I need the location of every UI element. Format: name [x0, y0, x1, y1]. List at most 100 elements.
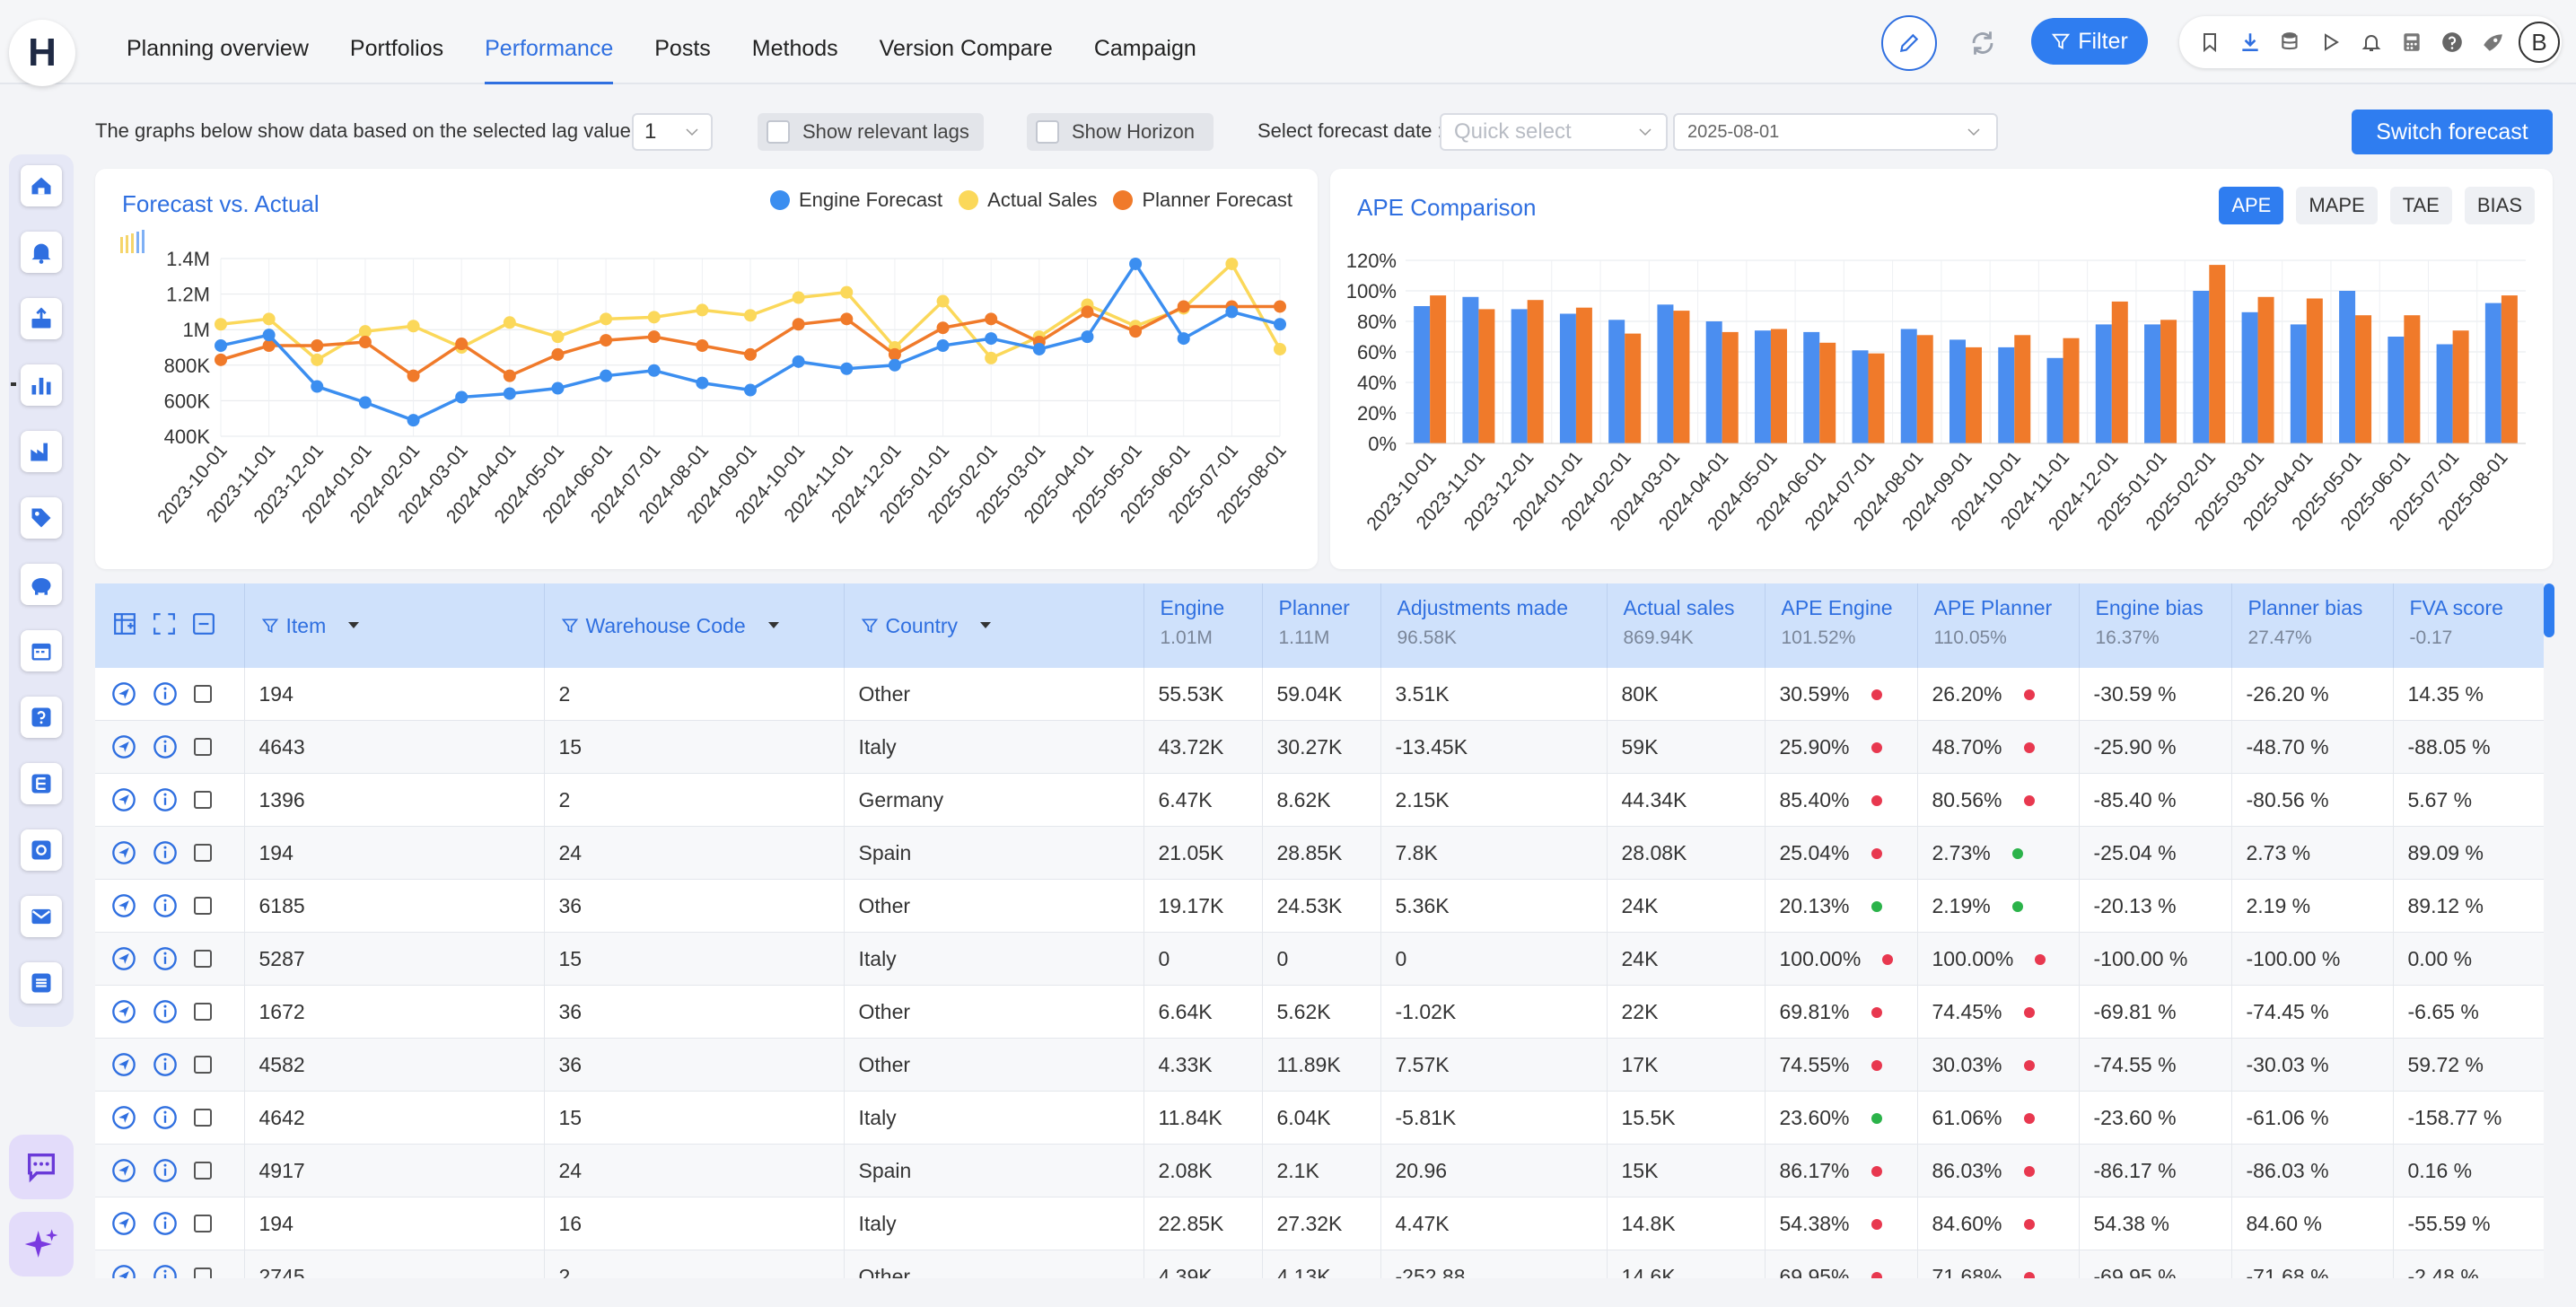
- header-warehouse-code[interactable]: Warehouse Code: [544, 583, 845, 668]
- table-row[interactable]: 6185 36 Other 19.17K 24.53K 5.36K 24K 20.13% 2.1…: [95, 879, 2544, 933]
- tab-planning-overview[interactable]: Planning overview: [127, 36, 309, 61]
- header-item[interactable]: Item: [244, 583, 545, 668]
- metric-tab-ape[interactable]: APE: [2219, 187, 2284, 224]
- series-point[interactable]: [696, 339, 709, 353]
- series-point[interactable]: [503, 387, 516, 400]
- series-point[interactable]: [215, 318, 227, 331]
- collapse-icon[interactable]: [192, 612, 215, 636]
- sidebar-item-tags[interactable]: [21, 497, 62, 539]
- header-country[interactable]: Country: [844, 583, 1144, 668]
- bar-planner[interactable]: [2160, 320, 2177, 443]
- bar-engine[interactable]: [1511, 309, 1528, 443]
- legend-planner[interactable]: Planner Forecast: [1113, 189, 1292, 212]
- table-scrollbar[interactable]: [2544, 583, 2554, 637]
- sidebar-item-alerts[interactable]: [21, 232, 62, 273]
- tab-performance[interactable]: Performance: [464, 0, 634, 84]
- header-planner[interactable]: Planner 1.11M: [1262, 583, 1381, 668]
- info-icon[interactable]: [153, 946, 178, 971]
- lag-select[interactable]: 1: [632, 113, 713, 151]
- series-point[interactable]: [744, 309, 757, 322]
- bar-engine[interactable]: [2388, 337, 2405, 443]
- row-checkbox[interactable]: [194, 1268, 212, 1278]
- bar-planner[interactable]: [2404, 315, 2421, 443]
- header-ape-planner[interactable]: APE Planner 110.05%: [1917, 583, 2080, 668]
- series-point[interactable]: [455, 338, 469, 351]
- header-engine-bias[interactable]: Engine bias 16.37%: [2079, 583, 2232, 668]
- bar-engine[interactable]: [1950, 339, 1966, 443]
- bar-planner[interactable]: [1819, 342, 1836, 443]
- table-row[interactable]: 194 2 Other 55.53K 59.04K 3.51K 80K 30.59% 26.20…: [95, 668, 2544, 721]
- series-point[interactable]: [215, 353, 227, 366]
- table-row[interactable]: 4642 15 Italy 11.84K 6.04K -5.81K 15.5K 23.60% 6…: [95, 1091, 2544, 1145]
- series-point[interactable]: [744, 383, 757, 397]
- quick-select-dropdown[interactable]: Quick select: [1440, 113, 1668, 151]
- row-checkbox[interactable]: [194, 1056, 212, 1074]
- sidebar-item-performance[interactable]: [21, 364, 62, 406]
- ai-assistant-button[interactable]: [9, 1212, 74, 1276]
- series-point[interactable]: [551, 347, 565, 361]
- sidebar-item-factory[interactable]: [21, 431, 62, 472]
- navigate-icon[interactable]: [111, 787, 136, 812]
- database-button[interactable]: [2274, 26, 2307, 58]
- series-point[interactable]: [936, 339, 950, 353]
- navigate-icon[interactable]: [111, 999, 136, 1024]
- series-point[interactable]: [985, 332, 998, 346]
- info-icon[interactable]: [153, 1052, 178, 1077]
- bar-planner[interactable]: [2257, 296, 2274, 443]
- navigate-icon[interactable]: [111, 681, 136, 706]
- series-point[interactable]: [503, 369, 516, 382]
- notifications-button[interactable]: [2355, 26, 2388, 58]
- series-point[interactable]: [407, 414, 420, 427]
- sidebar-item-settings[interactable]: [21, 829, 62, 871]
- tab-version-compare[interactable]: Version Compare: [879, 36, 1053, 61]
- bar-engine[interactable]: [2241, 311, 2258, 443]
- bar-planner[interactable]: [1916, 335, 1933, 443]
- series-point[interactable]: [1274, 300, 1286, 313]
- row-checkbox[interactable]: [194, 1162, 212, 1180]
- legend-actual[interactable]: Actual Sales: [959, 189, 1097, 212]
- series-point[interactable]: [888, 358, 901, 372]
- metric-tab-bias[interactable]: BIAS: [2464, 187, 2535, 224]
- series-point[interactable]: [1177, 300, 1190, 313]
- series-point[interactable]: [311, 339, 324, 353]
- bar-planner[interactable]: [1966, 346, 1982, 443]
- bar-engine[interactable]: [2095, 324, 2112, 443]
- series-point[interactable]: [1274, 342, 1286, 355]
- header-planner-bias[interactable]: Planner bias 27.47%: [2231, 583, 2394, 668]
- info-icon[interactable]: [153, 787, 178, 812]
- bar-engine[interactable]: [2484, 303, 2502, 443]
- series-point[interactable]: [455, 390, 469, 404]
- navigate-icon[interactable]: [111, 734, 136, 759]
- bar-planner[interactable]: [1527, 300, 1544, 443]
- bar-engine[interactable]: [1414, 306, 1431, 443]
- series-point[interactable]: [1274, 318, 1286, 331]
- sidebar-item-home[interactable]: [21, 165, 62, 206]
- bar-planner[interactable]: [2306, 298, 2323, 444]
- series-point[interactable]: [696, 376, 709, 390]
- row-checkbox[interactable]: [194, 1215, 212, 1232]
- series-point[interactable]: [1081, 305, 1094, 319]
- bar-planner[interactable]: [1478, 309, 1495, 443]
- chat-button[interactable]: [9, 1135, 74, 1199]
- series-point[interactable]: [1032, 342, 1046, 355]
- row-checkbox[interactable]: [194, 1109, 212, 1127]
- bar-planner[interactable]: [2501, 295, 2518, 443]
- series-point[interactable]: [696, 303, 709, 317]
- caret-down-icon[interactable]: [979, 621, 992, 630]
- series-point[interactable]: [1129, 257, 1143, 270]
- bar-engine[interactable]: [2144, 324, 2161, 443]
- table-row[interactable]: 2745 2 Other 4.39K 4.13K -252.88 14.6K 69.95% 71…: [95, 1250, 2544, 1278]
- tab-portfolios[interactable]: Portfolios: [349, 36, 444, 61]
- info-icon[interactable]: [153, 999, 178, 1024]
- bar-engine[interactable]: [2290, 324, 2307, 443]
- navigate-icon[interactable]: [111, 1264, 136, 1278]
- series-point[interactable]: [840, 285, 854, 299]
- bar-planner[interactable]: [1722, 331, 1739, 443]
- table-row[interactable]: 4917 24 Spain 2.08K 2.1K 20.96 15K 86.17% 86.03%…: [95, 1144, 2544, 1197]
- series-point[interactable]: [311, 380, 324, 393]
- bar-engine[interactable]: [1900, 329, 1917, 444]
- table-row[interactable]: 194 24 Spain 21.05K 28.85K 7.8K 28.08K 25.04% 2.…: [95, 826, 2544, 880]
- add-column-icon[interactable]: [113, 612, 136, 636]
- navigate-icon[interactable]: [111, 1211, 136, 1236]
- series-point[interactable]: [358, 336, 372, 349]
